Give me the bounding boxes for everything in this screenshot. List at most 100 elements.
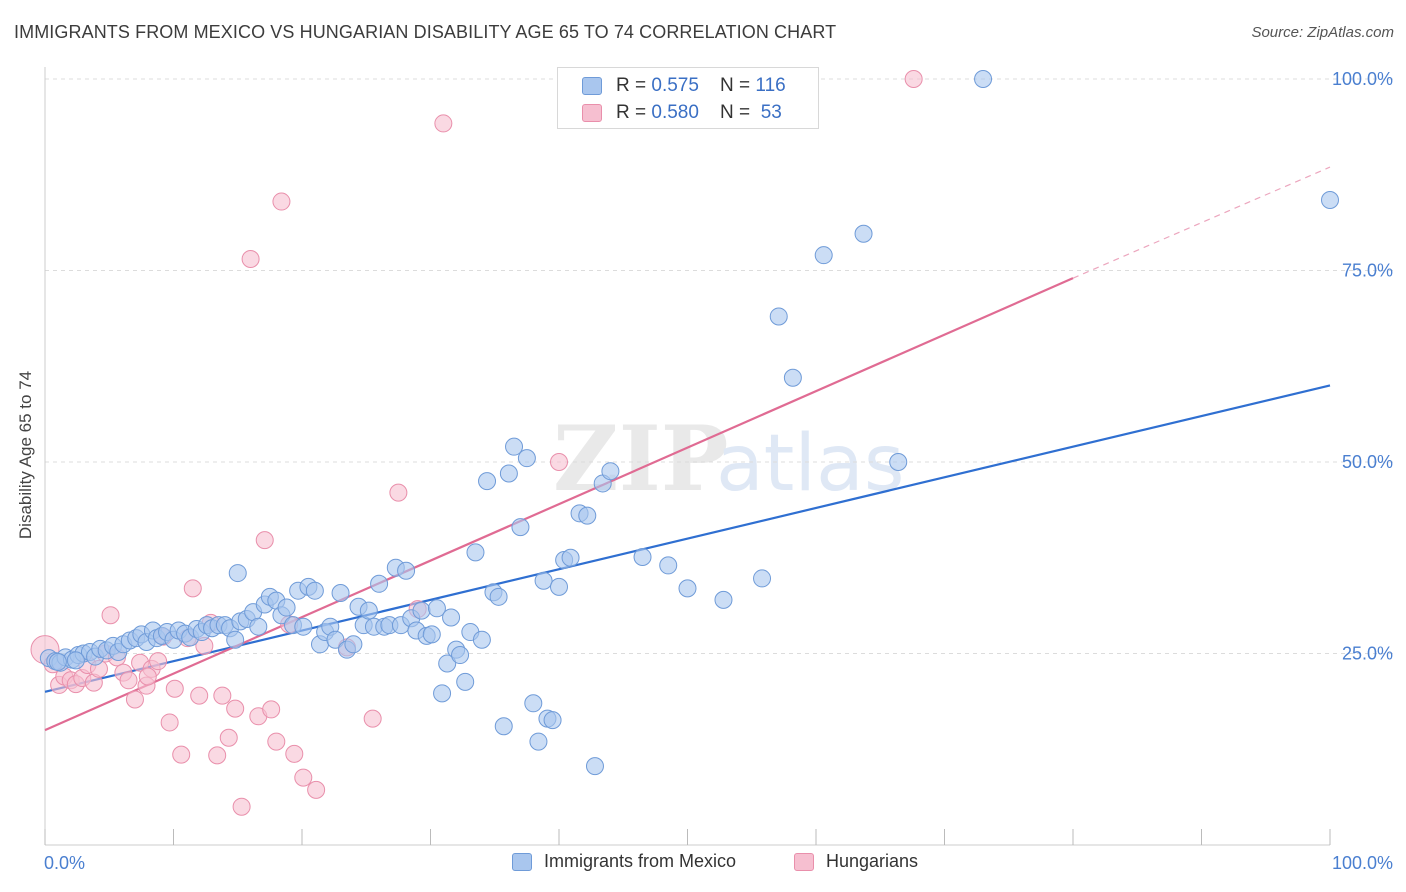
point-mexico-93	[550, 577, 568, 596]
y-axis-label: Disability Age 65 to 74	[16, 370, 35, 540]
point-mexico-57	[359, 601, 378, 620]
point-hungarians-34	[241, 250, 260, 269]
point-mexico-82	[489, 587, 508, 606]
watermark: ZIP atlas	[553, 406, 905, 512]
point-mexico-75	[451, 646, 470, 665]
point-mexico-59	[370, 574, 389, 593]
point-mexico-115	[1321, 191, 1339, 210]
legend-swatch-pink	[582, 104, 602, 122]
point-mexico-101	[633, 547, 652, 566]
point-mexico-103	[678, 579, 697, 598]
legend-label-mexico: Immigrants from Mexico	[544, 851, 737, 871]
point-hungarians-26	[190, 686, 209, 705]
r-label: R =	[616, 75, 652, 96]
point-mexico-88	[524, 694, 543, 713]
trend-line-hungarians-extension	[1072, 166, 1331, 279]
point-hungarians-46	[389, 483, 408, 502]
point-mexico-47	[305, 581, 324, 600]
point-mexico-98	[585, 757, 604, 776]
point-mexico-83	[494, 717, 513, 736]
point-mexico-86	[511, 518, 530, 537]
n-label: N =	[720, 75, 756, 96]
point-hungarians-48	[434, 114, 453, 133]
point-mexico-90	[534, 571, 553, 590]
point-mexico-97	[578, 506, 597, 525]
point-mexico-51	[326, 630, 345, 649]
point-mexico-107	[783, 368, 802, 387]
point-mexico-114	[66, 651, 85, 670]
point-mexico-100	[601, 462, 620, 481]
n-value: 116	[755, 75, 786, 96]
tick-labels: 25.0% 50.0% 75.0% 100.0% 0.0% 100.0%	[44, 69, 1393, 873]
point-mexico-95	[561, 548, 580, 567]
point-mexico-85	[505, 437, 524, 456]
axes	[44, 67, 1331, 846]
point-hungarians-29	[208, 746, 227, 765]
chart-source: Source: ZipAtlas.com	[1251, 24, 1394, 41]
point-mexico-71	[433, 684, 452, 703]
point-mexico-87	[517, 449, 536, 468]
point-hungarians-45	[363, 709, 382, 728]
y-tick-label-1: 50.0%	[1342, 452, 1393, 472]
point-mexico-111	[974, 70, 993, 88]
r-value: 0.575	[651, 75, 699, 96]
point-mexico-73	[442, 608, 461, 627]
point-hungarians-49	[550, 453, 568, 471]
point-mexico-67	[412, 601, 431, 620]
point-mexico-112	[228, 564, 247, 583]
point-mexico-45	[294, 617, 313, 636]
point-mexico-106	[769, 307, 788, 326]
point-mexico-52	[331, 583, 350, 602]
legend-item-mexico: Immigrants from Mexico	[512, 851, 736, 872]
point-hungarians-41	[285, 744, 304, 763]
point-hungarians-32	[226, 699, 245, 718]
legend-swatch-pink	[794, 852, 814, 871]
point-mexico-84	[499, 464, 518, 483]
point-hungarians-42	[294, 768, 313, 787]
legend-swatch-blue	[512, 852, 532, 871]
point-hungarians-43	[307, 780, 326, 799]
legend-label-hungarians: Hungarians	[826, 851, 919, 871]
legend-item-hungarians: Hungarians	[794, 851, 918, 872]
trend-line-mexico	[44, 384, 1331, 693]
point-hungarians-19	[149, 652, 168, 671]
x-tick-label-min: 0.0%	[44, 853, 85, 873]
point-mexico-105	[753, 569, 772, 588]
point-hungarians-23	[172, 745, 191, 764]
point-mexico-113	[48, 652, 67, 671]
point-mexico-110	[889, 453, 908, 471]
gridlines	[45, 78, 1395, 654]
r-label: R =	[616, 102, 652, 123]
point-hungarians-31	[219, 728, 238, 747]
point-mexico-78	[466, 543, 485, 562]
y-tick-label-3: 100.0%	[1332, 69, 1393, 89]
series-legend: Immigrants from Mexico Hungarians	[0, 851, 1406, 879]
chart-title: IMMIGRANTS FROM MEXICO VS HUNGARIAN DISA…	[14, 22, 837, 42]
point-hungarians-39	[272, 192, 291, 211]
legend-swatch-blue	[582, 77, 602, 95]
x-tick-label-max: 100.0%	[1332, 853, 1393, 873]
point-mexico-104	[714, 590, 733, 609]
trend-lines	[44, 166, 1331, 732]
point-hungarians-37	[262, 700, 281, 719]
point-mexico-54	[344, 635, 363, 654]
point-hungarians-11	[101, 606, 120, 625]
trend-line-hungarians	[44, 277, 1074, 732]
r-value: 0.580	[651, 102, 699, 123]
point-mexico-70	[427, 599, 446, 618]
y-tick-label-2: 75.0%	[1342, 261, 1393, 281]
point-mexico-108	[814, 246, 833, 265]
n-value: 53	[755, 102, 782, 123]
data-points	[30, 70, 1339, 816]
point-mexico-80	[478, 472, 497, 491]
point-hungarians-25	[183, 579, 202, 598]
point-hungarians-36	[255, 531, 274, 550]
point-hungarians-51	[904, 70, 923, 88]
point-hungarians-33	[232, 797, 251, 816]
point-mexico-89	[529, 732, 548, 751]
y-tick-label-0: 25.0%	[1342, 644, 1393, 664]
point-hungarians-22	[165, 679, 184, 698]
point-mexico-37	[249, 617, 268, 636]
point-mexico-33	[226, 630, 245, 649]
